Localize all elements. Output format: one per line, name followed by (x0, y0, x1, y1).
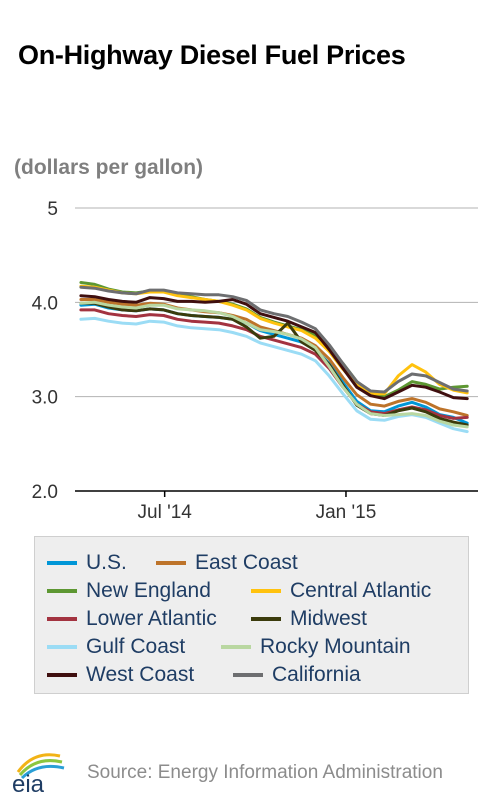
legend-item: California (233, 663, 361, 687)
series-line (79, 316, 469, 434)
legend-item: East Coast (156, 551, 298, 575)
legend-swatch (221, 645, 251, 649)
legend-swatch (251, 589, 281, 593)
series-lines (79, 281, 469, 434)
legend-swatch (47, 561, 77, 565)
chart-title: On-Highway Diesel Fuel Prices (18, 40, 406, 70)
legend-label: Rocky Mountain (260, 635, 411, 658)
gridlines (75, 207, 478, 398)
legend-item: New England (47, 579, 211, 603)
series-line (79, 300, 469, 429)
x-tick-label: Jul '14 (138, 502, 193, 523)
series-line (79, 285, 469, 394)
series-line (79, 294, 469, 401)
legend-item: Rocky Mountain (221, 635, 411, 659)
legend-item: West Coast (47, 663, 194, 687)
legend-item: Lower Atlantic (47, 607, 217, 631)
y-tick-label: 2.0 (32, 482, 58, 503)
legend-swatch (251, 617, 281, 621)
legend-item: Midwest (251, 607, 367, 631)
x-axis: Jul '14 Jan '15 (75, 490, 478, 523)
series-line (79, 301, 469, 427)
y-tick-label: 4.0 (32, 293, 58, 314)
legend-label: California (272, 663, 361, 686)
eia-logo: eia (12, 753, 65, 794)
legend-label: U.S. (86, 551, 127, 574)
legend-swatch (156, 561, 186, 565)
legend-label: New England (86, 579, 211, 602)
legend-label: Lower Atlantic (86, 607, 217, 630)
y-tick-labels: 2.0 3.0 4.0 5 (32, 199, 58, 503)
eia-logo-text: eia (12, 771, 45, 794)
y-tick-label: 5 (47, 199, 58, 220)
legend: U.S. East Coast New England Central Atla… (34, 536, 469, 694)
legend-swatch (47, 589, 77, 593)
legend-label: West Coast (86, 663, 195, 686)
footer: eia Source: Energy Information Administr… (0, 740, 500, 800)
legend-label: Central Atlantic (290, 579, 432, 602)
legend-item: Central Atlantic (251, 579, 431, 603)
legend-label: East Coast (195, 551, 298, 574)
legend-swatch (47, 673, 77, 677)
legend-swatch (233, 673, 263, 677)
legend-swatch (47, 617, 77, 621)
y-tick-label: 3.0 (32, 388, 58, 409)
y-axis-label: (dollars per gallon) (14, 156, 204, 179)
legend-label: Gulf Coast (86, 635, 186, 658)
legend-item: U.S. (47, 551, 127, 575)
x-tick-label: Jan '15 (316, 502, 377, 523)
source-note: Source: Energy Information Administratio… (87, 762, 443, 783)
legend-swatch (47, 645, 77, 649)
legend-item: Gulf Coast (47, 635, 185, 659)
line-chart: Jul '14 Jan '15 2.0 3.0 4.0 5 (32, 199, 478, 523)
legend-label: Midwest (290, 607, 368, 630)
